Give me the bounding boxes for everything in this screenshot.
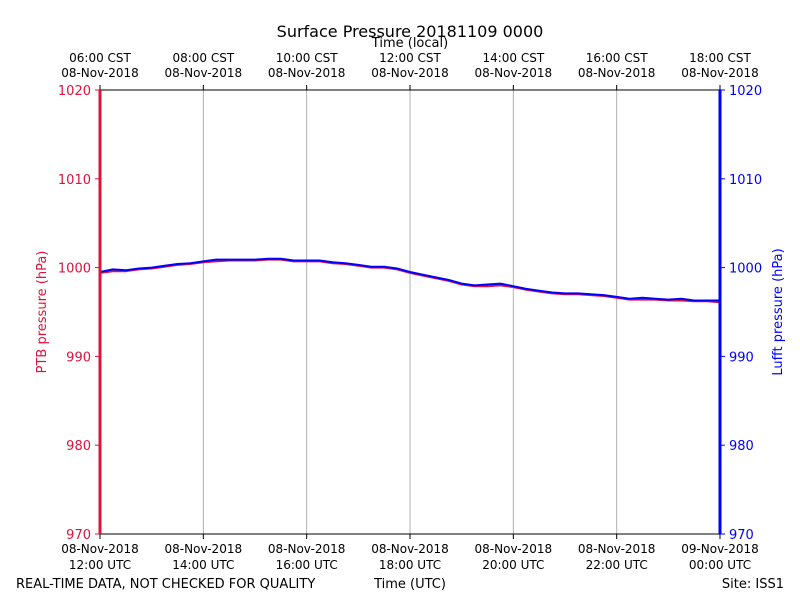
grid-lines	[202, 90, 618, 534]
x-tick-label-date: 08-Nov-2018	[165, 542, 243, 556]
x-tick-label-date: 08-Nov-2018	[578, 542, 656, 556]
axis-ticks: 08-Nov-2018 12:00 UTC 08-Nov-2018 14:00 UTC…	[58, 51, 762, 572]
y-tick-label-left: 990	[66, 350, 91, 365]
right-axis-label: Lufft pressure (hPa)	[771, 248, 786, 375]
top-tick-label-date: 08-Nov-2018	[371, 66, 449, 80]
top-tick-label-date: 08-Nov-2018	[578, 66, 656, 80]
x-tick-label-date: 09-Nov-2018	[681, 542, 759, 556]
x-tick-label-time: 22:00 UTC	[586, 558, 648, 572]
x-tick-label-date: 08-Nov-2018	[475, 542, 553, 556]
x-tick-label-time: 12:00 UTC	[69, 558, 131, 572]
top-tick-label-time: 06:00 CST	[69, 51, 131, 65]
top-axis-label: Time (local)	[371, 36, 448, 51]
y-tick-label-left: 1010	[58, 173, 91, 188]
y-tick-label-left: 1000	[58, 262, 91, 277]
site-label: Site: ISS1	[722, 577, 784, 592]
top-tick-label-date: 08-Nov-2018	[681, 66, 759, 80]
x-tick-label-time: 16:00 UTC	[276, 558, 338, 572]
x-tick-label-date: 08-Nov-2018	[371, 542, 449, 556]
top-tick-label-date: 08-Nov-2018	[268, 66, 346, 80]
y-tick-label-right: 970	[729, 528, 754, 543]
left-axis-label: PTB pressure (hPa)	[35, 251, 50, 374]
series-lines	[99, 257, 721, 304]
top-tick-label-time: 18:00 CST	[689, 51, 751, 65]
y-tick-label-right: 980	[729, 439, 754, 454]
y-tick-label-right: 990	[729, 350, 754, 365]
x-tick-label-time: 00:00 UTC	[689, 558, 751, 572]
y-tick-label-left: 980	[66, 439, 91, 454]
top-tick-label-time: 10:00 CST	[276, 51, 338, 65]
series-line-lufft	[99, 257, 720, 302]
y-tick-label-right: 1010	[729, 173, 762, 188]
x-tick-label-time: 14:00 UTC	[172, 558, 234, 572]
top-tick-label-time: 08:00 CST	[172, 51, 234, 65]
top-tick-label-date: 08-Nov-2018	[165, 66, 243, 80]
x-tick-label-date: 08-Nov-2018	[268, 542, 346, 556]
top-tick-label-time: 12:00 CST	[379, 51, 441, 65]
bottom-axis-label: Time (UTC)	[373, 577, 446, 592]
top-tick-label-date: 08-Nov-2018	[61, 66, 139, 80]
x-tick-label-date: 08-Nov-2018	[61, 542, 139, 556]
top-tick-label-time: 16:00 CST	[586, 51, 648, 65]
x-tick-label-time: 20:00 UTC	[482, 558, 544, 572]
y-tick-label-left: 1020	[58, 84, 91, 99]
y-tick-label-right: 1020	[729, 84, 762, 99]
top-tick-label-time: 14:00 CST	[482, 51, 544, 65]
y-tick-label-right: 1000	[729, 262, 762, 277]
x-tick-label-time: 18:00 UTC	[379, 558, 441, 572]
top-tick-label-date: 08-Nov-2018	[475, 66, 553, 80]
y-tick-label-left: 970	[66, 528, 91, 543]
chart-title: Surface Pressure 20181109 0000	[277, 22, 544, 41]
quality-note: REAL-TIME DATA, NOT CHECKED FOR QUALITY	[16, 577, 315, 592]
